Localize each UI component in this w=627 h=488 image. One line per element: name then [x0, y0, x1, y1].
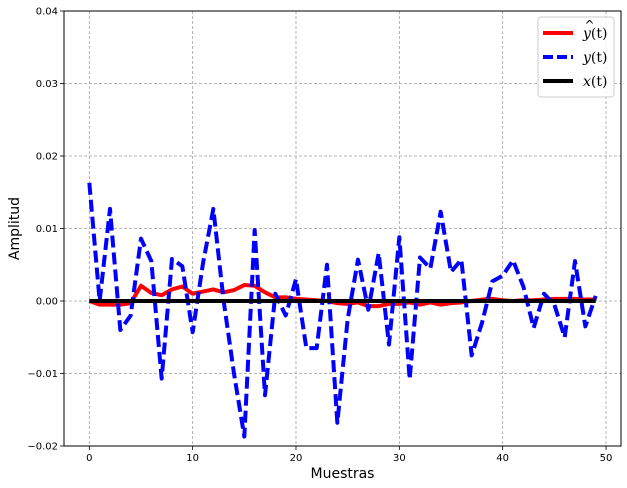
- y-tick-label: 0.00: [36, 297, 58, 308]
- y-axis-label: Amplitud: [7, 197, 23, 260]
- legend-argument: (t): [591, 74, 608, 90]
- legend-symbol: y: [582, 26, 592, 42]
- legend-argument: (t): [591, 50, 608, 66]
- legend-label-2: x(t): [583, 74, 607, 90]
- legend-symbol: y: [582, 50, 592, 66]
- x-tick-label: 10: [186, 453, 199, 464]
- legend-hat-mark: ^: [585, 18, 595, 32]
- x-tick-label: 30: [393, 453, 406, 464]
- legend: y(t)^y(t)x(t): [537, 16, 615, 98]
- ticks: 0 10 20 30 40 50 −0.02 −0.01 0.00 0.01 0.02 0.03 0.0…: [27, 7, 612, 465]
- x-tick-label: 20: [290, 453, 303, 464]
- series-lines: [87, 182, 598, 439]
- legend-box: [537, 16, 615, 98]
- legend-symbol: x: [583, 74, 591, 90]
- legend-argument: (t): [591, 26, 608, 42]
- y-tick-label: 0.03: [36, 79, 58, 90]
- x-tick-label: 50: [600, 453, 613, 464]
- x-tick-label: 40: [496, 453, 509, 464]
- series-line-1: [87, 182, 598, 439]
- y-tick-label: 0.01: [36, 224, 58, 235]
- y-tick-label: −0.02: [27, 442, 58, 453]
- y-tick-label: 0.04: [36, 7, 58, 18]
- y-tick-label: 0.02: [36, 152, 58, 163]
- x-axis-label: Muestras: [311, 466, 375, 482]
- y-tick-label: −0.01: [27, 369, 58, 380]
- legend-label-0: y(t): [582, 26, 607, 42]
- x-tick-label: 0: [86, 453, 92, 464]
- legend-label-1: y(t): [582, 50, 607, 66]
